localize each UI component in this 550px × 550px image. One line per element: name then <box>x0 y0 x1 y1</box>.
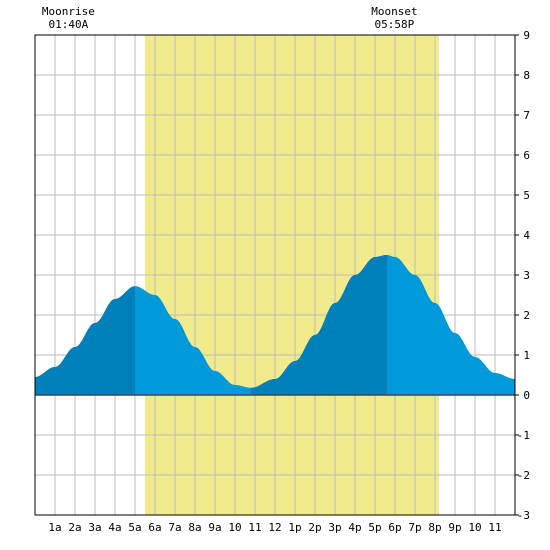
y-tick-label: 8 <box>523 69 530 82</box>
x-tick-label: 1p <box>288 521 301 534</box>
x-tick-label: 9a <box>208 521 221 534</box>
y-tick-label: 3 <box>523 269 530 282</box>
tide-area-rising <box>35 286 135 395</box>
x-tick-label: 11 <box>248 521 261 534</box>
x-tick-label: 5a <box>128 521 141 534</box>
x-tick-label: 6p <box>388 521 401 534</box>
x-tick-label: 8a <box>188 521 201 534</box>
x-tick-label: 5p <box>368 521 381 534</box>
x-tick-label: 6a <box>148 521 161 534</box>
x-tick-label: 3p <box>328 521 341 534</box>
x-tick-label: 12 <box>268 521 281 534</box>
x-tick-label: 7p <box>408 521 421 534</box>
y-tick-label: 0 <box>523 389 530 402</box>
y-tick-label: 7 <box>523 109 530 122</box>
tide-area-rising <box>251 255 387 395</box>
moonrise-label: Moonrise <box>42 5 95 18</box>
x-tick-label: 8p <box>428 521 441 534</box>
x-tick-label: 11 <box>488 521 501 534</box>
y-tick-label: 6 <box>523 149 530 162</box>
moonset-label: Moonset <box>371 5 417 18</box>
moonset-time: 05:58P <box>375 18 415 31</box>
x-tick-label: 1a <box>48 521 61 534</box>
x-tick-label: 9p <box>448 521 461 534</box>
moonrise-time: 01:40A <box>49 18 89 31</box>
x-tick-label: 2a <box>68 521 81 534</box>
y-tick-label: -2 <box>517 469 530 482</box>
x-tick-label: 3a <box>88 521 101 534</box>
x-tick-label: 4p <box>348 521 361 534</box>
y-tick-label: 5 <box>523 189 530 202</box>
y-tick-label: -3 <box>517 509 530 522</box>
x-tick-label: 10 <box>228 521 241 534</box>
y-tick-label: 9 <box>523 29 530 42</box>
y-tick-label: 1 <box>523 349 530 362</box>
y-tick-label: -1 <box>517 429 530 442</box>
y-tick-label: 2 <box>523 309 530 322</box>
y-tick-label: 4 <box>523 229 530 242</box>
x-tick-label: 2p <box>308 521 321 534</box>
x-tick-label: 7a <box>168 521 181 534</box>
x-tick-label: 4a <box>108 521 121 534</box>
tide-area-falling <box>35 255 515 395</box>
x-tick-label: 10 <box>468 521 481 534</box>
